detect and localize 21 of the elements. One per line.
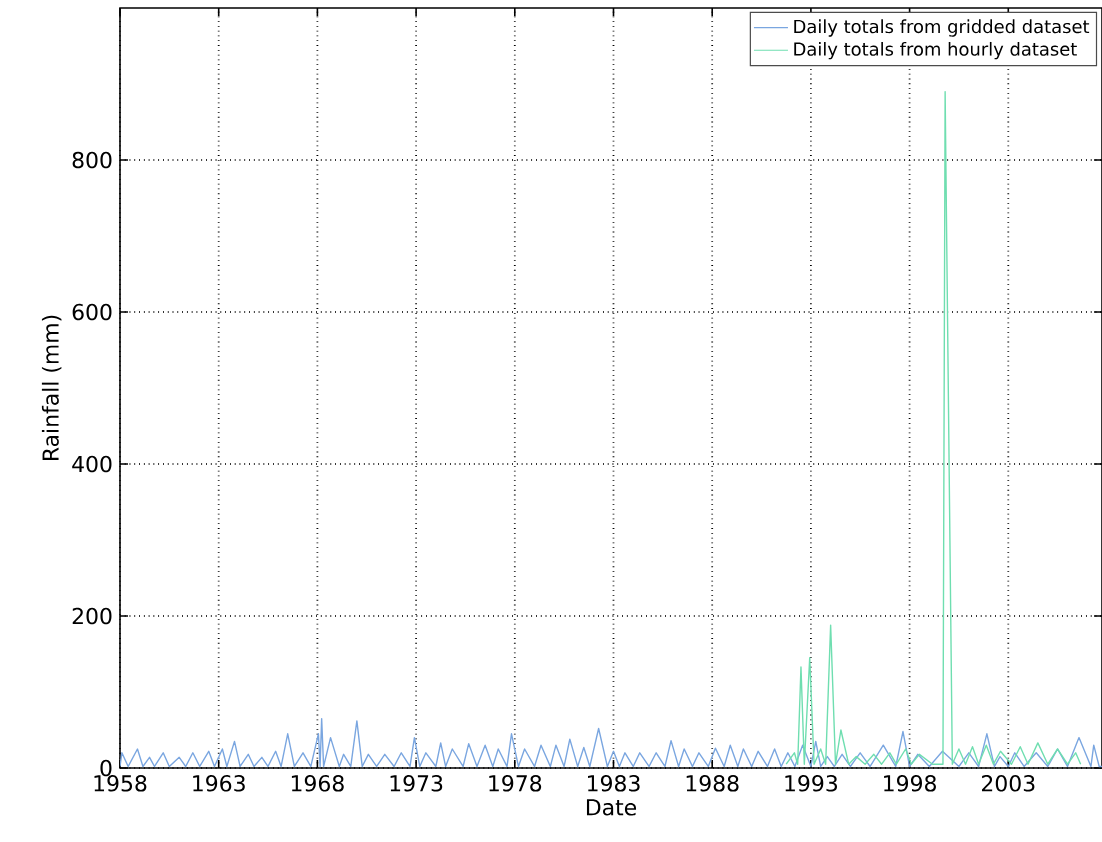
x-tick-label: 1988	[686, 775, 739, 792]
line-series	[120, 717, 1102, 768]
y-tick-label: 600	[72, 303, 112, 321]
x-tick-label: 1958	[94, 775, 147, 792]
x-tick-label: 1998	[884, 775, 936, 792]
legend-label: Daily totals from hourly dataset	[794, 41, 1077, 60]
x-tick-label: 1978	[489, 775, 542, 792]
y-tick-label: 400	[72, 455, 112, 473]
y-axis-title: Rainfall (mm)	[41, 315, 62, 460]
x-tick-label: 1963	[193, 775, 245, 792]
x-tick-label: 1968	[291, 775, 344, 792]
line-series	[785, 90, 1082, 765]
y-tick-label: 800	[72, 151, 112, 169]
x-tick-label: 1973	[390, 775, 443, 792]
x-tick-label: 1983	[588, 775, 640, 792]
x-axis-title: Date	[586, 799, 637, 816]
y-tick-label: 0	[100, 759, 112, 777]
legend-label: Daily totals from gridded dataset	[794, 19, 1090, 37]
x-tick-label: 1993	[785, 775, 838, 792]
y-tick-label: 200	[72, 607, 112, 625]
x-tick-label: 2003	[982, 775, 1035, 792]
